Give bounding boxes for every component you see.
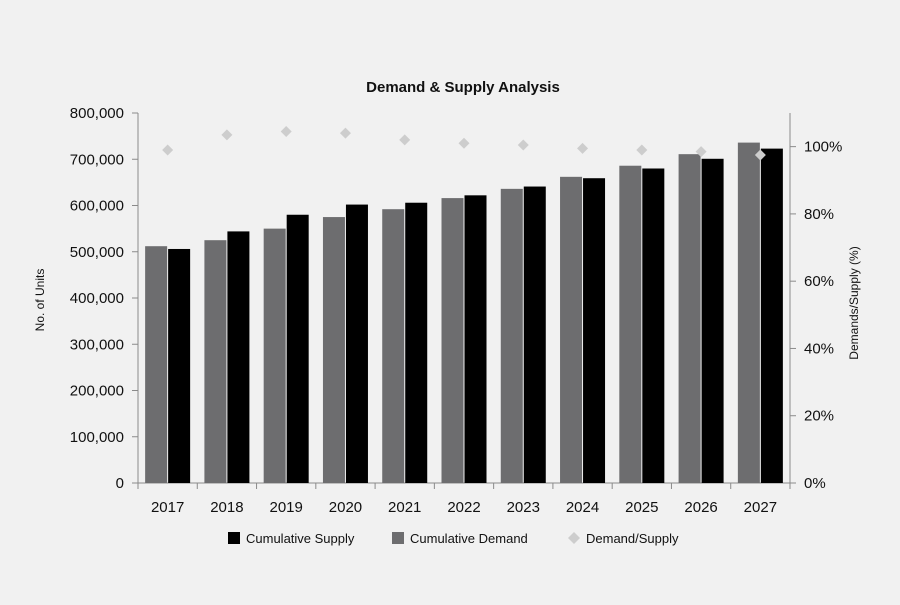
legend-label: Demand/Supply (586, 531, 679, 546)
demand-bar (145, 246, 168, 483)
supply-bar (227, 231, 250, 483)
y2-tick-label: 100% (804, 139, 842, 156)
y-tick-label: 600,000 (70, 198, 124, 215)
demand-bar (322, 217, 345, 483)
demand-bar (678, 154, 701, 483)
supply-bar (464, 195, 487, 483)
ratio-marker (636, 144, 648, 156)
x-tick-label: 2024 (566, 499, 599, 516)
ratio-markers (162, 126, 766, 161)
x-tick-label: 2021 (388, 499, 421, 516)
x-tick-label: 2018 (210, 499, 243, 516)
ratio-marker (577, 142, 589, 154)
y-tick-label: 800,000 (70, 105, 124, 122)
y2-tick-label: 40% (804, 340, 834, 357)
bars (145, 142, 783, 484)
x-tick-label: 2017 (151, 499, 184, 516)
supply-bar (405, 202, 428, 483)
legend: Cumulative Supply Cumulative Demand Demand… (228, 531, 679, 546)
x-tick-label: 2023 (507, 499, 540, 516)
y-tick-label: 400,000 (70, 290, 124, 307)
supply-bar (642, 168, 665, 483)
y-tick-label: 500,000 (70, 244, 124, 261)
x-tick-label: 2020 (329, 499, 362, 516)
legend-label: Cumulative Demand (410, 531, 528, 546)
demand-bar (560, 176, 583, 483)
demand-bar (382, 209, 405, 483)
demand-bar (204, 240, 227, 483)
ratio-marker (754, 149, 766, 161)
y-tick-label: 300,000 (70, 336, 124, 353)
demand-bar (263, 228, 286, 483)
x-tick-label: 2026 (684, 499, 717, 516)
y-tick-label: 700,000 (70, 151, 124, 168)
x-tick-label: 2019 (269, 499, 302, 516)
supply-bar (760, 148, 783, 484)
y-axis-title: No. of Units (33, 269, 47, 332)
supply-bar (523, 186, 546, 483)
demand-bar (619, 165, 642, 483)
x-tick-label: 2022 (447, 499, 480, 516)
ratio-marker (162, 144, 174, 156)
supply-bar (168, 248, 191, 483)
x-tick-label: 2027 (744, 499, 777, 516)
legend-ratio-marker (568, 532, 580, 544)
ratio-marker (339, 127, 351, 139)
y-tick-label: 0 (116, 475, 124, 492)
demand-bar (500, 188, 523, 483)
demand-bar (441, 198, 464, 483)
y2-tick-label: 20% (804, 408, 834, 425)
supply-bar (286, 214, 309, 483)
ratio-marker (399, 134, 411, 146)
y-tick-label: 200,000 (70, 383, 124, 400)
y2-tick-label: 0% (804, 475, 826, 492)
supply-bar (345, 204, 368, 483)
y2-tick-label: 80% (804, 206, 834, 223)
y2-axis-title: Demands/Supply (%) (847, 246, 861, 359)
ratio-marker (517, 139, 529, 151)
x-tick-label: 2025 (625, 499, 658, 516)
legend-swatch (228, 532, 240, 544)
legend-label: Cumulative Supply (246, 531, 355, 546)
legend-swatch (392, 532, 404, 544)
ratio-marker (695, 146, 707, 158)
y-tick-label: 100,000 (70, 429, 124, 446)
demand-bar (737, 142, 760, 483)
ratio-marker (221, 129, 233, 141)
y2-tick-label: 60% (804, 273, 834, 290)
supply-bar (583, 178, 606, 483)
supply-bar (701, 158, 724, 483)
ratio-marker (458, 137, 470, 149)
axes: 0 100,000 200,000 300,000 400,000 500,000 600,… (70, 105, 843, 516)
ratio-marker (280, 126, 292, 137)
chart-title: Demand & Supply Analysis (366, 79, 560, 96)
